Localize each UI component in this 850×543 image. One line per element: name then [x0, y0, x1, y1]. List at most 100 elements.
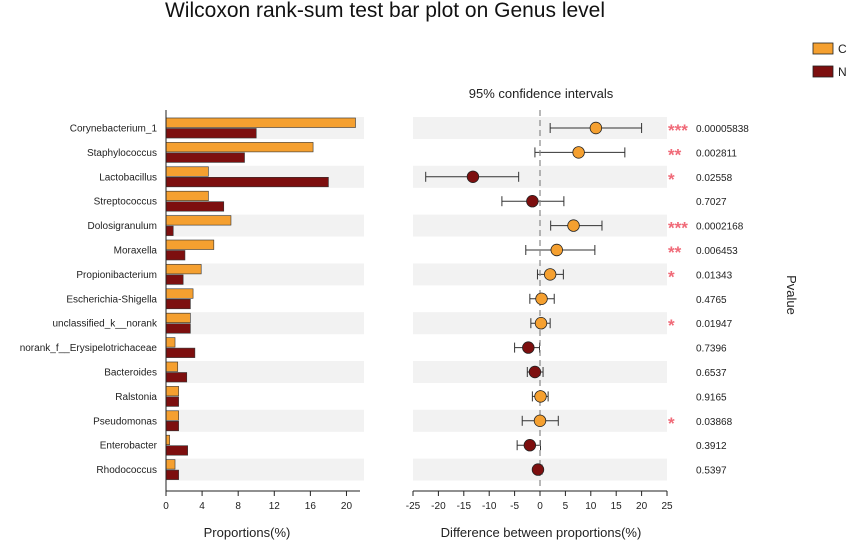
right-tick-label: -10 [482, 501, 497, 512]
bar-n [165, 469, 179, 480]
bar-n [165, 347, 196, 358]
right-tick-label: 5 [563, 501, 569, 512]
left-tick-label: 4 [199, 501, 205, 512]
legend-label-n: N [838, 65, 847, 79]
right-tick-label: 25 [661, 501, 673, 512]
bar-c [165, 142, 314, 153]
left-row-band [166, 361, 364, 383]
bar-c [165, 264, 202, 275]
left-row-band [166, 312, 364, 335]
bar-n [165, 396, 179, 407]
right-tick-label: -25 [406, 501, 421, 512]
ci-subtitle: 95% confidence intervals [469, 86, 614, 101]
category-label: Streptococcus [94, 197, 157, 208]
left-x-axis: 0 4 8 12 16 20 [163, 110, 360, 512]
category-label: Dolosigranulum [88, 221, 157, 232]
significance-markers: ************** [668, 121, 688, 433]
right-tick-label: 0 [537, 501, 543, 512]
category-label: unclassified_k__norank [52, 319, 158, 330]
right-tick-label: -5 [510, 501, 519, 512]
difference-point [589, 121, 603, 135]
significance-mark: ** [668, 145, 682, 164]
difference-point [572, 146, 585, 159]
difference-point [534, 390, 547, 403]
category-label: Lactobacillus [99, 172, 157, 183]
bar-c [165, 337, 176, 348]
category-label: Escherichia-Shigella [66, 294, 157, 305]
significance-mark: *** [668, 219, 688, 238]
category-label: norank_f__Erysipelotrichaceae [20, 343, 158, 354]
pvalue-text: 0.9165 [696, 392, 727, 403]
pvalue-axis-label: Pvalue [784, 275, 799, 315]
difference-point [543, 268, 557, 281]
legend-swatch-c [812, 42, 834, 55]
bar-n [165, 128, 257, 139]
pvalue-text: 0.01947 [696, 319, 733, 330]
bar-c [165, 190, 209, 201]
significance-mark: * [668, 170, 675, 189]
bar-c [165, 288, 194, 299]
difference-point [533, 414, 547, 428]
pvalue-text: 0.03868 [696, 417, 733, 428]
right-tick-label: 15 [611, 501, 623, 512]
difference-point [550, 243, 563, 257]
left-x-axis-label: Proportions(%) [204, 525, 291, 540]
difference-point [526, 194, 539, 208]
difference-point [528, 365, 542, 379]
left-tick-label: 16 [305, 501, 317, 512]
category-label: Enterobacter [100, 441, 158, 452]
right-x-axis: -25 -20 -15 -10 -5 0 5 10 15 20 25 [406, 490, 673, 512]
right-x-axis-label: Difference between proportions(%) [441, 525, 642, 540]
left-row-band [166, 409, 364, 432]
bar-n [165, 250, 186, 261]
bar-n [165, 420, 179, 432]
right-tick-label: 10 [585, 501, 597, 512]
left-row-band [166, 263, 364, 286]
bar-c [165, 117, 356, 128]
category-label: Pseudomonas [93, 416, 157, 427]
pvalue-text: 0.01343 [696, 270, 733, 281]
difference-point [522, 341, 535, 354]
difference-point [534, 317, 548, 330]
bar-n [165, 445, 188, 456]
bar-c [165, 410, 179, 421]
bar-n [165, 323, 191, 334]
pvalue-text: 0.7027 [696, 197, 727, 208]
significance-mark: *** [668, 121, 688, 140]
bar-n [165, 152, 245, 163]
difference-point [466, 170, 480, 184]
pvalue-text: 0.006453 [696, 246, 738, 257]
category-label: Moraxella [114, 246, 158, 257]
difference-point [523, 439, 537, 452]
bar-c [165, 312, 191, 324]
left-tick-label: 8 [235, 501, 241, 512]
category-label: Rhodococcus [96, 465, 157, 476]
bar-c [165, 361, 179, 372]
significance-mark: ** [668, 243, 682, 262]
category-label: Propionibacterium [76, 270, 157, 281]
left-row-band [166, 458, 364, 481]
pvalue-text: 0.4765 [696, 295, 727, 306]
pvalue-text: 0.02558 [696, 173, 733, 184]
pvalue-text: 0.00005838 [696, 124, 749, 135]
right-row-band [413, 117, 667, 139]
category-label: Ralstonia [115, 392, 157, 403]
category-label: Staphylococcus [87, 148, 157, 159]
bar-n [165, 201, 225, 212]
left-tick-label: 0 [163, 501, 169, 512]
difference-point [535, 292, 548, 306]
bar-n [165, 225, 174, 236]
bar-c [165, 239, 215, 250]
pvalue-text: 0.002811 [696, 148, 737, 159]
bar-c [165, 166, 209, 177]
left-tick-label: 20 [341, 501, 353, 512]
bar-n [165, 372, 188, 383]
right-tick-label: -15 [457, 501, 472, 512]
bar-c [165, 459, 176, 470]
proportion-bars [165, 117, 356, 480]
category-label: Corynebacterium_1 [70, 124, 158, 135]
significance-mark: * [668, 414, 675, 433]
pvalue-text: 0.6537 [696, 368, 727, 379]
pvalue-text: 0.3912 [696, 441, 727, 452]
